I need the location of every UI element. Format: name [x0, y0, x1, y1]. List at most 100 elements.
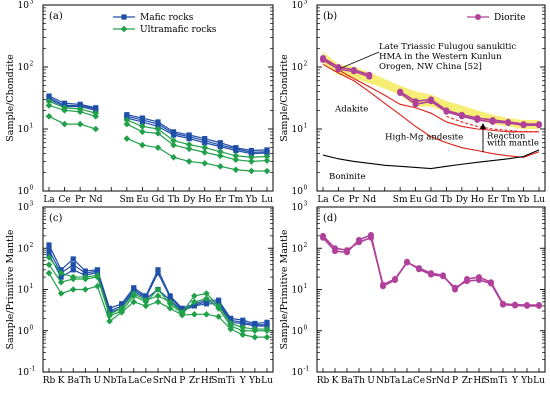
- data-point: [154, 292, 162, 300]
- y-tick-label: 10: [292, 203, 304, 213]
- x-tick-label: Eu: [409, 195, 422, 205]
- x-tick-label: Lu: [261, 376, 273, 386]
- y-tick-exponent: 3: [304, 0, 308, 6]
- data-point: [92, 113, 100, 120]
- y-tick-exponent: 3: [30, 201, 34, 208]
- x-tick-label: Sm: [120, 195, 135, 205]
- data-point: [186, 136, 192, 142]
- x-tick-label: Hf: [473, 376, 485, 386]
- legend-marker: [120, 25, 128, 33]
- data-point: [70, 256, 76, 262]
- x-tick-label: Rb: [43, 376, 56, 386]
- reaction-arrow-head: [480, 122, 486, 129]
- data-point: [263, 333, 271, 341]
- x-tick-label: Nd: [436, 376, 450, 386]
- x-tick-label: Ce: [58, 195, 70, 205]
- data-point: [248, 151, 255, 157]
- legend-item: Ultramafic rocks: [113, 25, 217, 35]
- series-mafic-0: [46, 242, 270, 327]
- x-tick-label: Yb: [520, 376, 533, 386]
- panel-label: (a): [49, 11, 63, 22]
- x-tick-label: Tm: [501, 195, 516, 205]
- y-tick-exponent: 2: [304, 61, 308, 68]
- data-point: [350, 68, 357, 75]
- data-point: [332, 248, 338, 255]
- x-tick-label: La: [317, 195, 329, 205]
- data-point: [70, 267, 76, 273]
- data-point: [170, 137, 177, 144]
- data-point: [264, 150, 270, 156]
- x-tick-label: Er: [487, 195, 499, 205]
- data-point: [488, 280, 494, 287]
- series-ultramafic-3: [45, 97, 271, 161]
- plot-frame: [316, 206, 546, 373]
- data-point: [46, 242, 52, 248]
- series-line: [48, 104, 268, 163]
- band-label-line: Orogen, NW China [52]: [379, 62, 482, 72]
- data-point: [185, 141, 193, 148]
- x-tick-label: Ti: [226, 376, 235, 386]
- data-point: [139, 119, 146, 125]
- x-tick-label: K: [332, 376, 339, 386]
- x-tick-label: Ba: [67, 376, 80, 386]
- data-point: [263, 153, 271, 160]
- data-point: [320, 234, 326, 241]
- x-tick-label: P: [179, 376, 185, 386]
- y-tick-exponent: 3: [304, 201, 308, 208]
- x-tick-label: Pr: [75, 195, 86, 205]
- data-point: [61, 107, 68, 114]
- data-point: [142, 302, 150, 310]
- y-tick-label: 10: [292, 368, 304, 378]
- x-tick-label: Nd: [362, 195, 376, 205]
- data-point: [227, 325, 234, 333]
- x-tick-label: Y: [239, 376, 247, 386]
- band-pointer: [340, 51, 380, 69]
- x-tick-label: Tm: [229, 195, 244, 205]
- data-point: [201, 144, 209, 151]
- data-point: [443, 108, 450, 115]
- y-tick-exponent: 1: [30, 123, 34, 130]
- data-point: [440, 273, 446, 280]
- data-point: [45, 269, 53, 277]
- adakite-label: Adakite: [334, 105, 368, 115]
- data-point: [397, 90, 404, 97]
- data-point: [130, 298, 138, 306]
- x-tick-label: Th: [79, 376, 91, 386]
- data-point: [232, 156, 240, 163]
- y-tick-label: 10: [18, 125, 30, 135]
- data-point: [57, 278, 65, 286]
- y-tick-exponent: 1: [304, 123, 308, 130]
- data-point: [320, 56, 326, 63]
- x-tick-label: U: [94, 376, 102, 386]
- series-diorite-1: [320, 56, 542, 129]
- x-tick-label: K: [58, 376, 65, 386]
- data-point: [155, 270, 161, 276]
- legend-item: Mafic rocks: [113, 13, 194, 23]
- x-tick-label: Er: [215, 195, 227, 205]
- data-point: [185, 145, 193, 153]
- data-point: [154, 125, 162, 133]
- x-tick-label: Sr: [426, 376, 437, 386]
- y-tick-exponent: 0: [30, 324, 34, 331]
- data-point: [94, 282, 101, 290]
- x-tick-label: Ti: [499, 376, 508, 386]
- data-point: [524, 302, 530, 309]
- y-tick-exponent: 0: [304, 185, 308, 192]
- data-point: [191, 292, 198, 300]
- data-point: [248, 153, 255, 161]
- data-point: [239, 331, 247, 339]
- y-tick-label: 10: [18, 187, 30, 197]
- data-point: [45, 97, 53, 105]
- data-point: [380, 283, 386, 290]
- data-point: [233, 147, 239, 154]
- x-tick-label: Pr: [349, 195, 360, 205]
- series-line: [48, 100, 268, 158]
- x-tick-label: Hf: [201, 376, 213, 386]
- data-point: [251, 327, 259, 335]
- data-point: [239, 327, 247, 335]
- y-tick-exponent: 1: [304, 283, 308, 290]
- data-point: [428, 271, 434, 278]
